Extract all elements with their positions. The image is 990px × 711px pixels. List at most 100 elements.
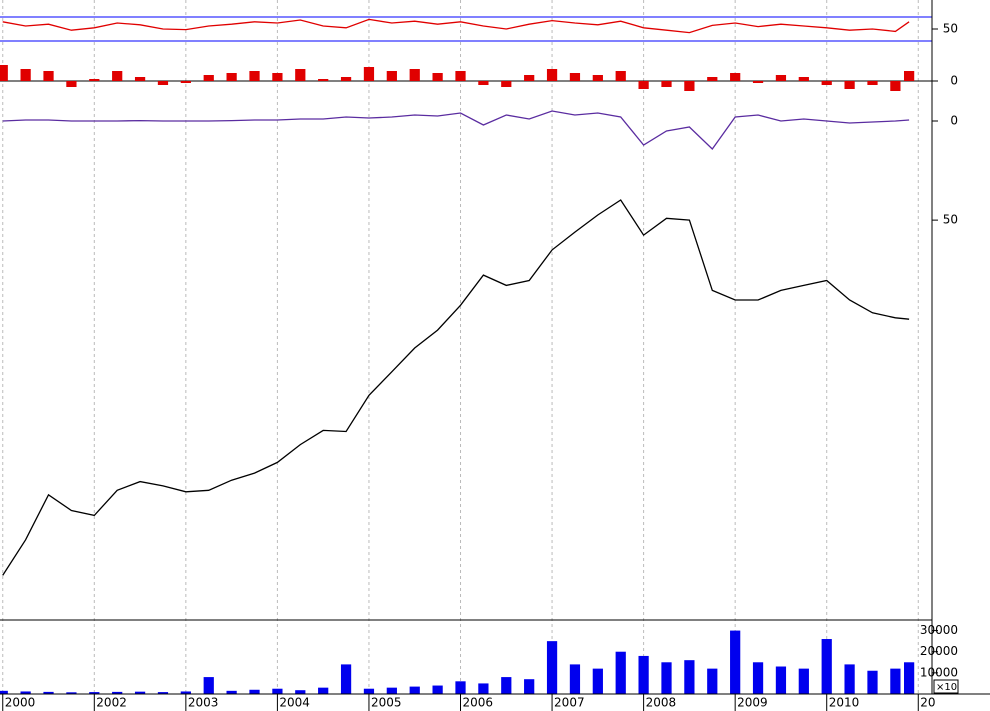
bar [867, 81, 878, 85]
bar [455, 681, 466, 694]
bar [775, 666, 787, 694]
bar [386, 687, 397, 694]
bar [684, 81, 695, 91]
bar [340, 664, 352, 694]
bar [752, 662, 764, 694]
bar [180, 81, 191, 83]
bar [66, 692, 77, 694]
bar [569, 664, 581, 694]
y-tick-label: 20000 [920, 644, 958, 658]
bar [638, 655, 649, 694]
y-tick-label: 0 [950, 74, 958, 88]
bar [226, 73, 237, 81]
bar [66, 81, 77, 87]
bar [501, 677, 512, 694]
bar [157, 692, 169, 694]
bar [661, 81, 672, 87]
line-series [2, 18, 910, 34]
bar [20, 69, 31, 81]
x-tick-label: 2005 [371, 696, 402, 710]
bar [318, 687, 329, 694]
bar [455, 71, 466, 81]
x-tick-label: 2010 [829, 696, 860, 710]
bar [867, 670, 878, 694]
bar [661, 662, 672, 694]
bar [903, 662, 915, 694]
bar [203, 75, 214, 81]
bar [89, 79, 100, 81]
bar [157, 81, 169, 85]
bar [226, 690, 237, 694]
bar [546, 69, 558, 81]
bar [569, 73, 581, 81]
bar [844, 81, 855, 89]
bar [638, 81, 649, 89]
bar [524, 75, 535, 81]
bar [546, 641, 558, 694]
bar [318, 79, 329, 81]
bar [903, 71, 915, 81]
x-tick-label: 2006 [463, 696, 494, 710]
x-tick-label: 20 [920, 696, 935, 710]
x-tick-label: 2000 [5, 696, 36, 710]
bar [478, 81, 489, 85]
bar [730, 73, 741, 81]
y-tick-label: 0 [950, 114, 958, 128]
bar [615, 651, 626, 694]
bar [249, 689, 260, 694]
bar [707, 77, 718, 81]
bar [20, 691, 31, 694]
bar [890, 81, 901, 91]
bar [821, 81, 832, 85]
bar [844, 664, 855, 694]
bar [409, 686, 420, 694]
bar [707, 668, 718, 694]
bar [615, 71, 626, 81]
bar [592, 75, 603, 81]
bar [752, 81, 764, 83]
x-tick-label: 2002 [96, 696, 127, 710]
bar [501, 81, 512, 87]
bar [684, 660, 695, 694]
bar [432, 685, 443, 694]
bar [272, 73, 283, 81]
y-tick-label: 50 [943, 213, 958, 227]
bar [890, 668, 901, 694]
bar [0, 65, 8, 81]
bar [478, 683, 489, 694]
bar [798, 668, 809, 694]
x-tick-label: 2008 [646, 696, 677, 710]
bar [409, 69, 420, 81]
bar [43, 691, 54, 694]
bar [340, 77, 352, 81]
line-series [2, 199, 910, 576]
bar [730, 630, 741, 694]
y-tick-label: 10000 [920, 665, 958, 679]
y-tick-label: 30000 [920, 623, 958, 637]
annotation: ×10 [936, 682, 957, 693]
annotation-box [933, 679, 959, 694]
bar [0, 690, 8, 694]
bar [295, 69, 306, 81]
bar [203, 677, 214, 694]
y-tick-label: 50 [943, 22, 958, 36]
x-tick-label: 2009 [737, 696, 768, 710]
bar [134, 691, 146, 694]
bar [180, 691, 191, 694]
bar [295, 690, 306, 694]
bar [821, 639, 832, 694]
line-series [2, 110, 910, 150]
bar [134, 77, 146, 81]
x-tick-label: 2003 [188, 696, 219, 710]
bar [524, 679, 535, 694]
bar [386, 71, 397, 81]
bar [112, 71, 123, 81]
bar [592, 668, 603, 694]
bar [775, 75, 787, 81]
x-tick-label: 2007 [554, 696, 585, 710]
bar [272, 688, 283, 694]
bar [363, 67, 375, 81]
bar [432, 73, 443, 81]
